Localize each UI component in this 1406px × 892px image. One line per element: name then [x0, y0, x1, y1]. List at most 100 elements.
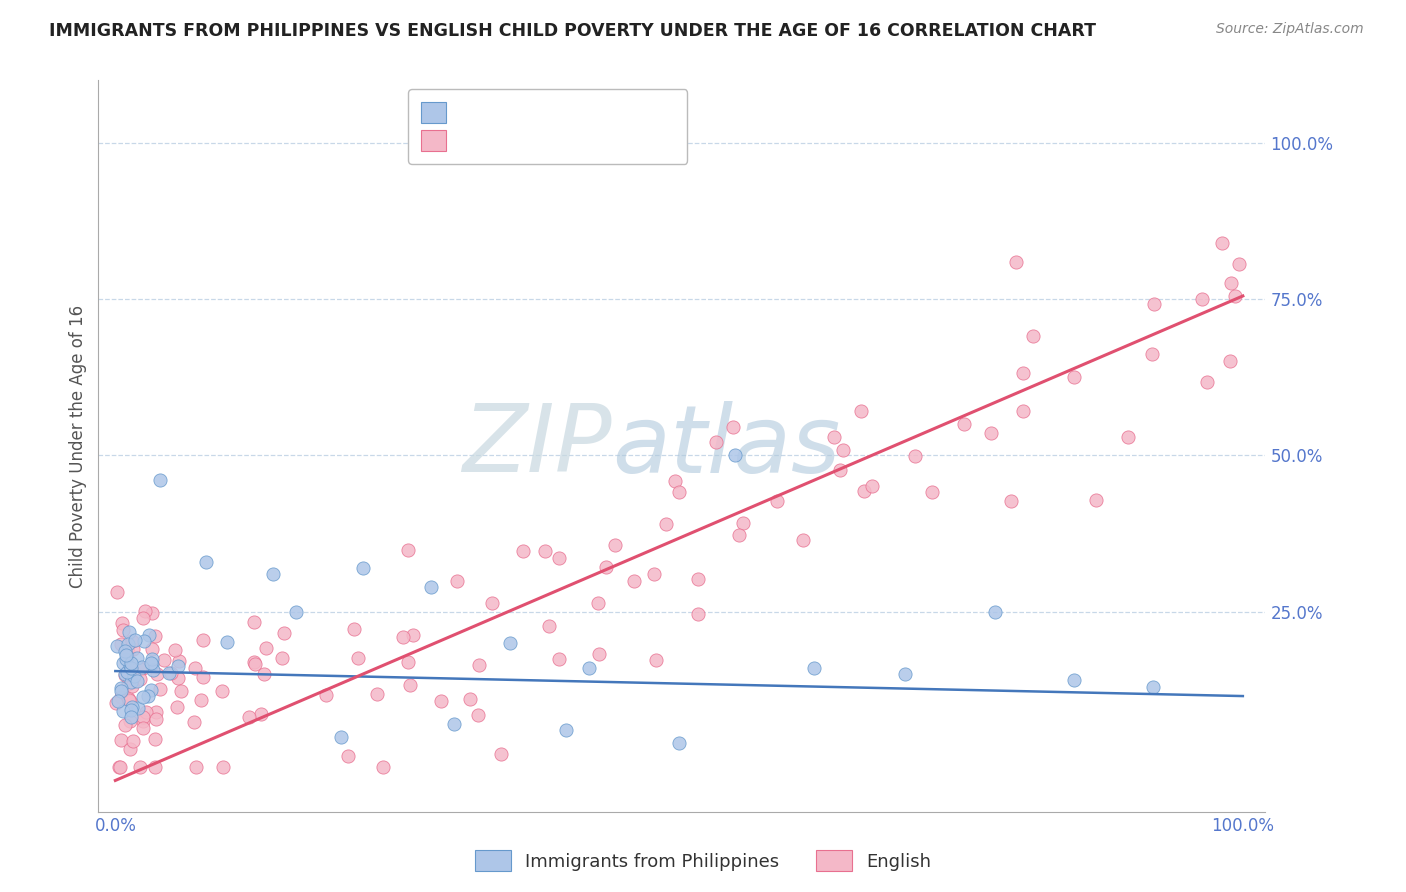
Point: [166, 671, 188, 685]
Point: [242, 655, 264, 669]
Point: [167, 654, 190, 668]
Point: [191, 633, 214, 648]
Point: [1142, 680, 1164, 694]
Point: [852, 483, 875, 498]
Point: [125, 651, 148, 665]
Point: [212, 760, 235, 774]
Point: [366, 687, 388, 701]
Point: [143, 629, 166, 643]
Point: [125, 674, 148, 689]
Point: [120, 656, 142, 670]
Point: [145, 705, 167, 719]
Point: [1004, 255, 1026, 269]
Point: [215, 635, 238, 649]
Point: [127, 701, 149, 715]
Point: [153, 653, 176, 667]
Text: R =: R =: [510, 131, 554, 149]
Point: [132, 690, 155, 704]
Point: [262, 567, 284, 582]
Point: [1021, 329, 1043, 343]
Point: [117, 665, 139, 679]
Point: [110, 681, 132, 695]
Point: [1191, 292, 1213, 306]
Point: [803, 661, 825, 675]
Point: [134, 604, 156, 618]
Point: [903, 449, 925, 463]
Point: [111, 657, 134, 671]
Point: [145, 712, 167, 726]
Point: [1116, 430, 1139, 444]
Point: [118, 714, 141, 728]
Point: [118, 693, 141, 707]
Point: [135, 706, 157, 720]
Point: [420, 580, 443, 594]
Point: [141, 652, 163, 666]
Text: R =: R =: [510, 103, 554, 120]
Point: [114, 668, 136, 682]
Point: [481, 596, 503, 610]
Point: [120, 742, 142, 756]
Point: [117, 637, 139, 651]
Text: N =: N =: [583, 131, 650, 149]
Point: [430, 694, 453, 708]
Point: [111, 615, 134, 630]
Point: [336, 748, 359, 763]
Point: [548, 652, 571, 666]
Point: [655, 516, 678, 531]
Point: [668, 484, 690, 499]
Point: [588, 647, 610, 661]
Point: [110, 637, 132, 651]
Point: [157, 666, 180, 681]
Point: [254, 640, 277, 655]
Point: [114, 717, 136, 731]
Point: [169, 684, 191, 698]
Point: [120, 694, 142, 708]
Point: [468, 658, 491, 673]
Point: [1227, 257, 1250, 271]
Point: [108, 760, 131, 774]
Point: [124, 633, 146, 648]
Point: [1011, 366, 1033, 380]
Point: [129, 760, 152, 774]
Point: [245, 657, 267, 672]
Point: [131, 714, 153, 728]
Point: [1063, 673, 1085, 688]
Legend: R = -0.071   N =  56, R =  0.603   N = 137: R = -0.071 N = 56, R = 0.603 N = 137: [408, 89, 688, 163]
Point: [1142, 297, 1164, 311]
Point: [121, 641, 143, 656]
Point: [118, 624, 141, 639]
Point: [538, 618, 561, 632]
Point: [143, 732, 166, 747]
Point: [1219, 276, 1241, 290]
Point: [186, 760, 208, 774]
Point: [141, 606, 163, 620]
Point: [115, 648, 138, 663]
Point: [149, 682, 172, 697]
Point: [194, 555, 217, 569]
Point: [105, 696, 128, 710]
Point: [534, 544, 557, 558]
Point: [122, 668, 145, 682]
Point: [120, 673, 142, 687]
Point: [118, 658, 141, 673]
Point: [149, 474, 172, 488]
Point: [586, 596, 609, 610]
Point: [166, 700, 188, 714]
Point: [211, 684, 233, 698]
Point: [352, 561, 374, 575]
Point: [183, 714, 205, 729]
Point: [402, 628, 425, 642]
Point: [623, 574, 645, 588]
Point: [342, 623, 364, 637]
Point: [347, 651, 370, 665]
Point: [132, 660, 155, 674]
Point: [110, 733, 132, 747]
Point: [392, 630, 415, 644]
Point: [131, 659, 153, 673]
Point: [499, 636, 522, 650]
Point: [765, 494, 787, 508]
Point: [120, 674, 142, 689]
Point: [396, 542, 419, 557]
Point: [668, 736, 690, 750]
Point: [458, 692, 481, 706]
